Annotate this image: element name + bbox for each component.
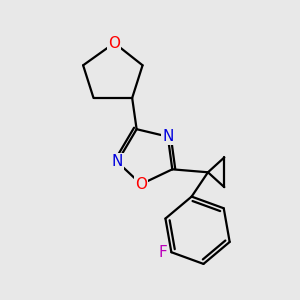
Text: N: N (112, 154, 123, 169)
Text: O: O (135, 177, 147, 192)
Text: O: O (108, 35, 120, 50)
Text: F: F (158, 245, 167, 260)
Text: N: N (162, 129, 173, 144)
